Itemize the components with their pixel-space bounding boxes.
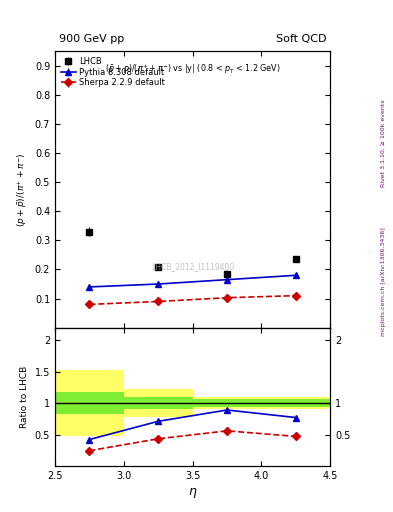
Text: LHCB_2012_I1119400: LHCB_2012_I1119400	[151, 262, 234, 271]
Text: 900 GeV pp: 900 GeV pp	[59, 33, 124, 44]
X-axis label: $\eta$: $\eta$	[188, 486, 197, 500]
Text: mcplots.cern.ch [arXiv:1306.3436]: mcplots.cern.ch [arXiv:1306.3436]	[381, 227, 386, 336]
Legend: LHCB, Pythia 8.308 default, Sherpa 2.2.9 default: LHCB, Pythia 8.308 default, Sherpa 2.2.9…	[59, 55, 167, 89]
Text: $(\bar{p}+p)/(\pi^{+}+\pi^{-})$ vs |y| (0.8 < $p_{\mathrm{T}}$ < 1.2 GeV): $(\bar{p}+p)/(\pi^{+}+\pi^{-})$ vs |y| (…	[105, 62, 281, 76]
Y-axis label: $(p+\bar{p})/(\pi^{+}+\pi^{-})$: $(p+\bar{p})/(\pi^{+}+\pi^{-})$	[16, 152, 29, 227]
Text: Rivet 3.1.10, ≥ 100k events: Rivet 3.1.10, ≥ 100k events	[381, 99, 386, 187]
Text: Soft QCD: Soft QCD	[276, 33, 326, 44]
Y-axis label: Ratio to LHCB: Ratio to LHCB	[20, 366, 29, 428]
